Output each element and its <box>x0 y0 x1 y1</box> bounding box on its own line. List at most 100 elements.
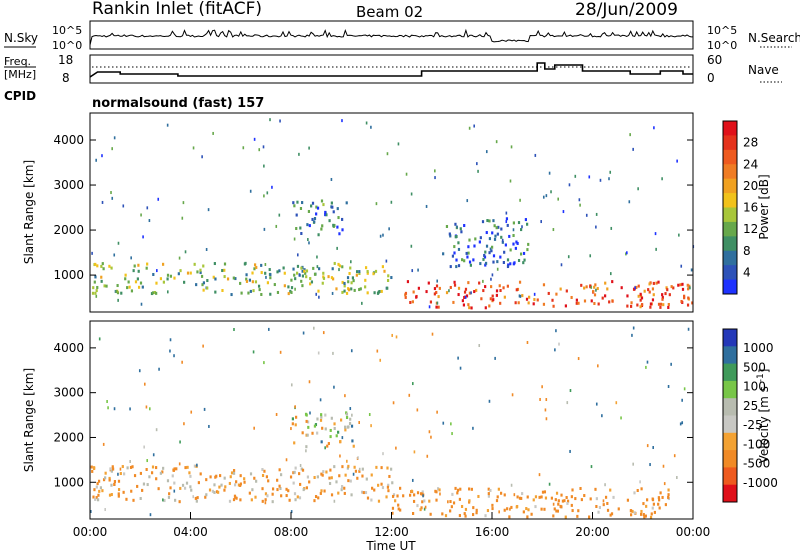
power-colorbar-swatch <box>723 178 737 194</box>
power-mark <box>465 294 469 298</box>
velocity-mark <box>570 503 573 507</box>
power-mark <box>588 175 591 179</box>
power-mark <box>500 235 503 239</box>
velocity-mark <box>324 413 327 417</box>
power-mark <box>677 283 680 287</box>
velocity-mark <box>388 474 391 478</box>
power-mark <box>292 201 295 205</box>
velocity-mark <box>313 475 316 479</box>
velocity-mark <box>208 424 210 428</box>
velocity-mark <box>361 467 364 471</box>
power-mark <box>268 268 271 272</box>
velocity-mark <box>172 468 175 472</box>
power-mark <box>632 147 634 151</box>
velocity-mark <box>311 431 314 435</box>
power-mark <box>258 148 261 152</box>
velocity-mark <box>506 507 509 511</box>
velocity-mark <box>397 503 400 507</box>
power-mark <box>207 208 210 212</box>
velocity-mark <box>330 493 334 497</box>
power-mark <box>289 289 292 293</box>
velocity-mark <box>142 482 146 486</box>
velocity-mark <box>169 486 172 490</box>
velocity-mark <box>639 480 641 484</box>
power-mark <box>526 222 529 226</box>
power-mark <box>480 297 483 301</box>
velocity-mark <box>306 475 310 479</box>
velocity-mark <box>97 479 101 483</box>
power-mark <box>346 276 350 280</box>
power-colorbar-tick: 4 <box>743 265 751 279</box>
velocity-mark <box>119 472 122 476</box>
power-mark <box>521 294 524 298</box>
power-mark <box>122 204 125 208</box>
power-mark <box>162 280 165 284</box>
velocity-mark <box>391 481 394 485</box>
velocity-mark <box>189 474 192 478</box>
velocity-mark <box>299 482 302 486</box>
velocity-mark <box>261 487 264 491</box>
power-mark <box>522 251 526 255</box>
power-mark <box>477 169 479 173</box>
power-mark <box>676 159 678 163</box>
power-mark <box>495 289 499 293</box>
power-mark <box>101 154 103 158</box>
velocity-mark <box>553 507 556 511</box>
power-mark <box>116 291 120 295</box>
velocity-mark <box>645 504 648 508</box>
velocity-mark <box>411 382 414 386</box>
power-mark <box>557 197 560 201</box>
velocity-mark <box>287 489 290 493</box>
velocity-mark <box>285 458 288 462</box>
velocity-colorbar-swatch <box>723 450 737 468</box>
velocity-mark <box>223 476 226 480</box>
velocity-mark <box>649 463 651 467</box>
power-mark <box>484 263 487 267</box>
power-mark <box>330 201 333 205</box>
velocity-mark <box>261 468 264 472</box>
velocity-mark <box>266 494 269 498</box>
power-mark <box>496 232 499 236</box>
velocity-mark <box>431 332 434 336</box>
power-mark <box>574 174 577 178</box>
velocity-mark <box>642 502 645 506</box>
power-mark <box>637 284 640 288</box>
power-mark <box>101 262 104 266</box>
velocity-mark <box>497 487 500 491</box>
velocity-mark <box>349 407 352 411</box>
power-mark <box>509 262 512 266</box>
power-mark <box>94 291 97 295</box>
power-colorbar-swatch <box>723 121 737 136</box>
power-mark <box>643 289 646 293</box>
velocity-mark <box>121 465 124 469</box>
velocity-mark <box>569 389 572 393</box>
power-mark <box>534 153 537 157</box>
velocity-mark <box>113 480 117 484</box>
power-mark <box>460 230 463 234</box>
power-mark <box>639 298 642 302</box>
velocity-mark <box>435 490 438 494</box>
velocity-mark <box>322 470 325 474</box>
power-mark <box>300 266 303 270</box>
velocity-mark <box>604 483 606 487</box>
power-mark <box>455 258 458 262</box>
velocity-mark <box>375 465 378 469</box>
power-mark <box>353 288 356 292</box>
power-mark <box>111 147 113 151</box>
power-mark <box>504 243 507 247</box>
power-mark <box>551 298 554 302</box>
velocity-mark <box>659 491 662 495</box>
power-mark <box>242 146 245 150</box>
power-mark <box>347 280 350 284</box>
velocity-mark <box>421 500 424 504</box>
power-mark <box>448 232 451 236</box>
velocity-mark <box>285 494 288 498</box>
power-mark <box>182 201 185 205</box>
power-mark <box>148 219 151 223</box>
velocity-mark <box>301 431 304 435</box>
power-mark <box>575 301 578 305</box>
power-mark <box>434 169 436 173</box>
velocity-mark <box>577 357 580 361</box>
power-colorbar-swatch <box>723 135 737 151</box>
power-mark <box>202 288 205 292</box>
